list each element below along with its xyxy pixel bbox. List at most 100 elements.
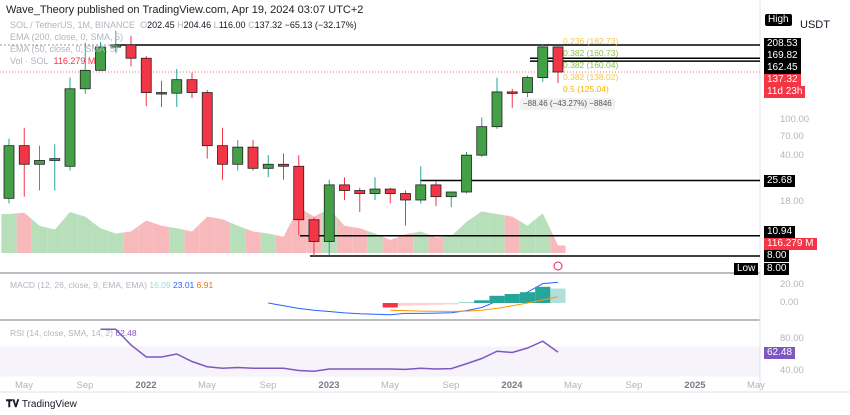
rsi-value: 62.48 [115,328,137,338]
x-axis-label: Sep [76,380,94,391]
macd-histogram-bar [382,303,398,308]
price-tick: 18.00 [780,196,804,207]
candle-body [491,91,503,128]
volume-area [352,227,368,253]
candle-body [445,191,457,198]
x-axis-label: May [15,380,33,391]
rsi-label: RSI (14, close, SMA, 14, 2) [10,328,113,338]
tradingview-logo[interactable]: 𝐓𝐕 TradingView [6,399,77,410]
macd-legend[interactable]: MACD (12, 26, close, 9, EMA, EMA) 16.09 … [10,280,213,290]
volume-value: 116.279 M [53,56,96,66]
lightning-icon [553,261,563,271]
fib-label: 0.382 (160.04) [563,60,619,70]
volume-label: Vol · SOL [10,56,49,66]
candle-body [110,44,122,48]
volume-area [1,213,17,253]
publish-info: Wave_Theory published on TradingView.com… [6,4,364,16]
high-tag: High [765,14,792,26]
candle-body [34,160,45,165]
x-axis-label: May [564,380,582,391]
candle-body [247,146,259,169]
volume-area [169,227,185,253]
volume-area [138,220,154,253]
volume-area [108,230,124,253]
volume-area [199,216,215,253]
volume-area [474,211,490,253]
candle-body [476,126,488,156]
macd-tick: 20.00 [780,279,804,290]
fib-label: 0.5 (125.04) [563,84,609,94]
volume-area [367,230,383,253]
candle-body [552,46,564,73]
x-axis-label: 2023 [318,380,340,391]
brand-name: TradingView [21,399,77,410]
fib-label: 0.236 (182.73) [563,36,619,46]
macd-signal-value: 6.91 [196,280,214,290]
volume-area [92,222,109,253]
candle-body [186,79,198,93]
price-tick: 40.00 [780,150,804,161]
volume-area [535,213,551,253]
last-price-tag: 137.32 [764,74,801,86]
candle-body [369,188,381,194]
level-tag-169: 169.82 [764,50,801,62]
rsi-tag: 62.48 [764,347,796,359]
candle-body [461,154,472,193]
volume-area [153,223,170,253]
ema50-legend[interactable]: EMA (50, close, 0, SMA, 5) [10,44,119,54]
volume-area [275,222,292,253]
volume-area [428,234,444,253]
candle-body [232,146,244,165]
high-label: H [177,20,184,30]
candle-body [3,145,15,199]
volume-area [77,214,93,253]
volume-area [184,224,200,253]
volume-area [260,232,276,253]
ema200-legend[interactable]: EMA (200, close, 0, SMA, 5) [10,32,124,42]
volume-area [382,236,398,253]
candle-body [537,46,549,78]
volume-area [31,219,48,253]
volume-area [443,228,459,253]
currency-label[interactable]: USDT [800,19,830,31]
symbol-name[interactable]: SOL / TetherUS, 1M, BINANCE [10,20,136,30]
candle-body [415,184,427,201]
candle-body [400,193,411,201]
volume-area [413,231,429,253]
price-tick: 70.00 [780,131,804,142]
rsi-legend[interactable]: RSI (14, close, SMA, 14, 2) 62.48 [10,328,137,338]
level-tag-10: 10.94 [764,226,796,238]
macd-histogram-bar [504,294,520,303]
macd-histogram-bar [519,292,536,303]
volume-area [458,216,475,253]
fib-label: 0.382 (138.02) [563,72,619,82]
measure-tooltip: −88.46 (−43.27%) −8846 [520,98,615,110]
volume-legend[interactable]: Vol · SOL 116.279 M [10,56,95,66]
level-tag-25: 25.68 [764,175,796,187]
volume-area [489,212,505,253]
candle-body [339,184,350,191]
x-axis-label: Sep [442,380,460,391]
candle-body [308,219,320,242]
x-axis-label: May [198,380,216,391]
tv-logo-icon: 𝐓𝐕 [6,399,22,410]
change-value: −65.13 (−32.17%) [284,20,357,30]
level-tag-162: 162.45 [764,62,801,74]
macd-histogram-bar [428,303,444,305]
macd-histogram-bar [397,303,414,306]
macd-line-value: 23.01 [173,280,195,290]
macd-histogram-bar [443,303,459,305]
open-label: O [140,20,148,30]
macd-histogram-bar [550,288,566,303]
x-axis-label: Sep [259,380,277,391]
candle-body [217,145,228,165]
candle-body [49,158,61,161]
candle-body [522,77,533,93]
volume-area [62,212,78,253]
rsi-tick: 40.00 [780,365,804,376]
signal-line [390,296,559,312]
candle-body [125,44,137,59]
close-value: 137.32 [254,20,283,30]
candle-body [201,92,213,147]
